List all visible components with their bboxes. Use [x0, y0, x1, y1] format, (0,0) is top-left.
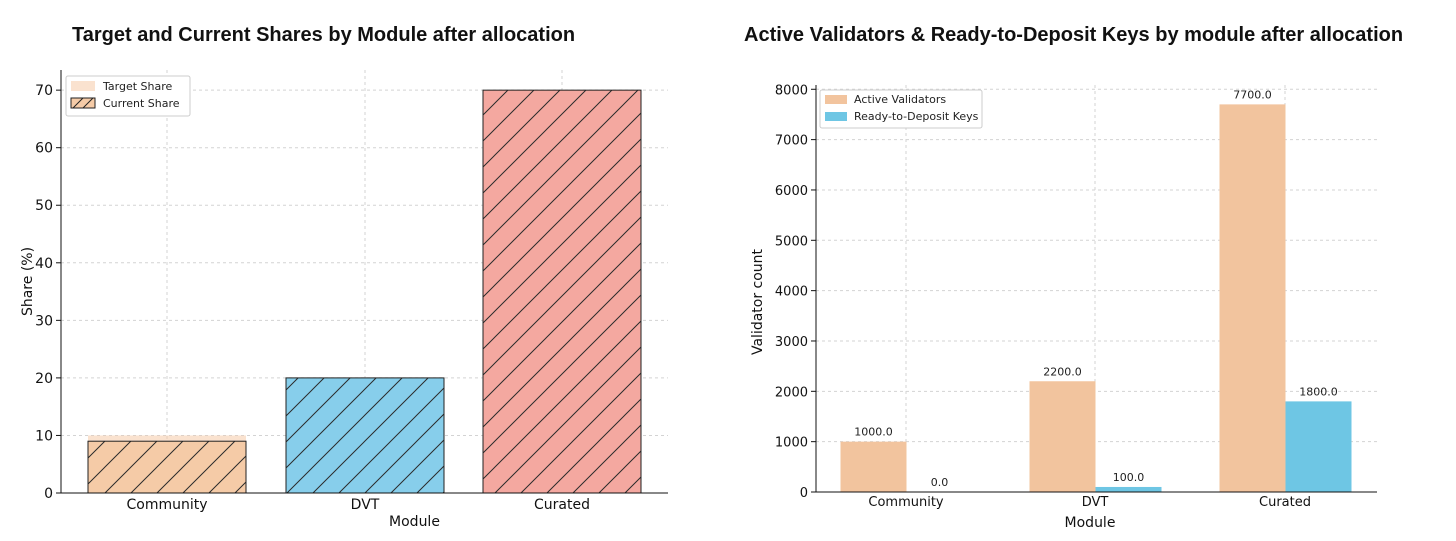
data-label: 1000.0	[854, 426, 893, 439]
y-tick-label: 8000	[775, 83, 808, 98]
legend-box	[819, 89, 983, 129]
legend-swatch-target	[71, 81, 95, 91]
y-tick-label: 1000	[775, 436, 808, 451]
y-tick-label: 10	[35, 428, 53, 444]
y-tick-label: 60	[35, 141, 53, 157]
y-tick-label: 4000	[775, 285, 808, 300]
y-axis-label: Share (%)	[20, 247, 36, 316]
legend-label-ready: Ready-to-Deposit Keys	[854, 110, 979, 123]
chart-title: Target and Current Shares by Module afte…	[72, 24, 576, 46]
y-tick-label: 7000	[775, 134, 808, 149]
y-tick-label: 20	[35, 371, 53, 387]
plot-area: 1000.0 0.0 Community 2200.0 100.0 DVT 7700.0 18…	[750, 83, 1377, 531]
y-tick-label: 0	[44, 486, 53, 502]
y-tick-label: 40	[35, 256, 53, 272]
x-tick-label: Community	[868, 495, 944, 510]
bar-active-validators	[1029, 381, 1096, 492]
y-tick-label: 0	[800, 486, 808, 501]
legend-label-target: Target Share	[102, 80, 173, 93]
legend-swatch-active	[825, 95, 847, 104]
legend-box	[65, 75, 191, 117]
data-label: 0.0	[931, 476, 949, 489]
validator-chart: Active Validators & Ready-to-Deposit Key…	[728, 0, 1456, 541]
y-tick-label: 6000	[775, 184, 808, 199]
data-label: 2200.0	[1043, 365, 1082, 378]
legend-label-current: Current Share	[103, 97, 180, 110]
plot-area: Community DVT Curated 0 10 20 30 40 50 60 70 Module…	[20, 70, 668, 530]
bar-current-share-hatch	[87, 440, 247, 494]
legend-hatch	[72, 97, 84, 109]
x-tick-label: DVT	[1082, 495, 1109, 510]
x-axis-label: Module	[389, 514, 440, 530]
share-chart-plot: Community DVT Curated 0 10 20 30 40 50 60 70 Module…	[20, 70, 668, 530]
x-tick-label: Curated	[534, 497, 590, 513]
y-tick-label: 2000	[775, 385, 808, 400]
validator-chart-plot: 1000.0 0.0 Community 2200.0 100.0 DVT 7700.0 18…	[750, 83, 1377, 531]
data-label: 100.0	[1113, 471, 1145, 484]
data-label: 1800.0	[1299, 385, 1338, 398]
legend-label-active: Active Validators	[854, 93, 946, 106]
y-tick-label: 5000	[775, 234, 808, 249]
x-tick-label: Curated	[1259, 495, 1311, 510]
bars	[87, 89, 642, 494]
legend: Active Validators Ready-to-Deposit Keys	[819, 89, 983, 129]
bar-current-share-hatch	[482, 89, 642, 494]
bar-active-validators	[840, 441, 907, 492]
y-tick-label: 50	[35, 198, 53, 214]
chart-title: Active Validators & Ready-to-Deposit Key…	[744, 24, 1404, 46]
y-tick-label: 30	[35, 313, 53, 329]
x-tick-label: Community	[126, 497, 207, 513]
y-tick-label: 70	[35, 83, 53, 99]
bar-ready-keys	[1095, 486, 1162, 492]
bar-ready-keys	[1285, 401, 1352, 492]
bar-active-validators	[1219, 104, 1286, 492]
data-label: 7700.0	[1233, 88, 1272, 101]
legend: Target Share Current Share	[65, 75, 191, 117]
bar-current-share-hatch	[285, 377, 445, 494]
x-tick-label: DVT	[351, 497, 380, 513]
y-axis-label: Validator count	[750, 248, 766, 355]
bars	[840, 104, 1352, 492]
x-axis-label: Module	[1065, 515, 1116, 531]
legend-hatch	[82, 97, 94, 109]
y-tick-label: 3000	[775, 335, 808, 350]
share-chart: Target and Current Shares by Module afte…	[20, 24, 668, 530]
legend-swatch-ready	[825, 112, 847, 121]
